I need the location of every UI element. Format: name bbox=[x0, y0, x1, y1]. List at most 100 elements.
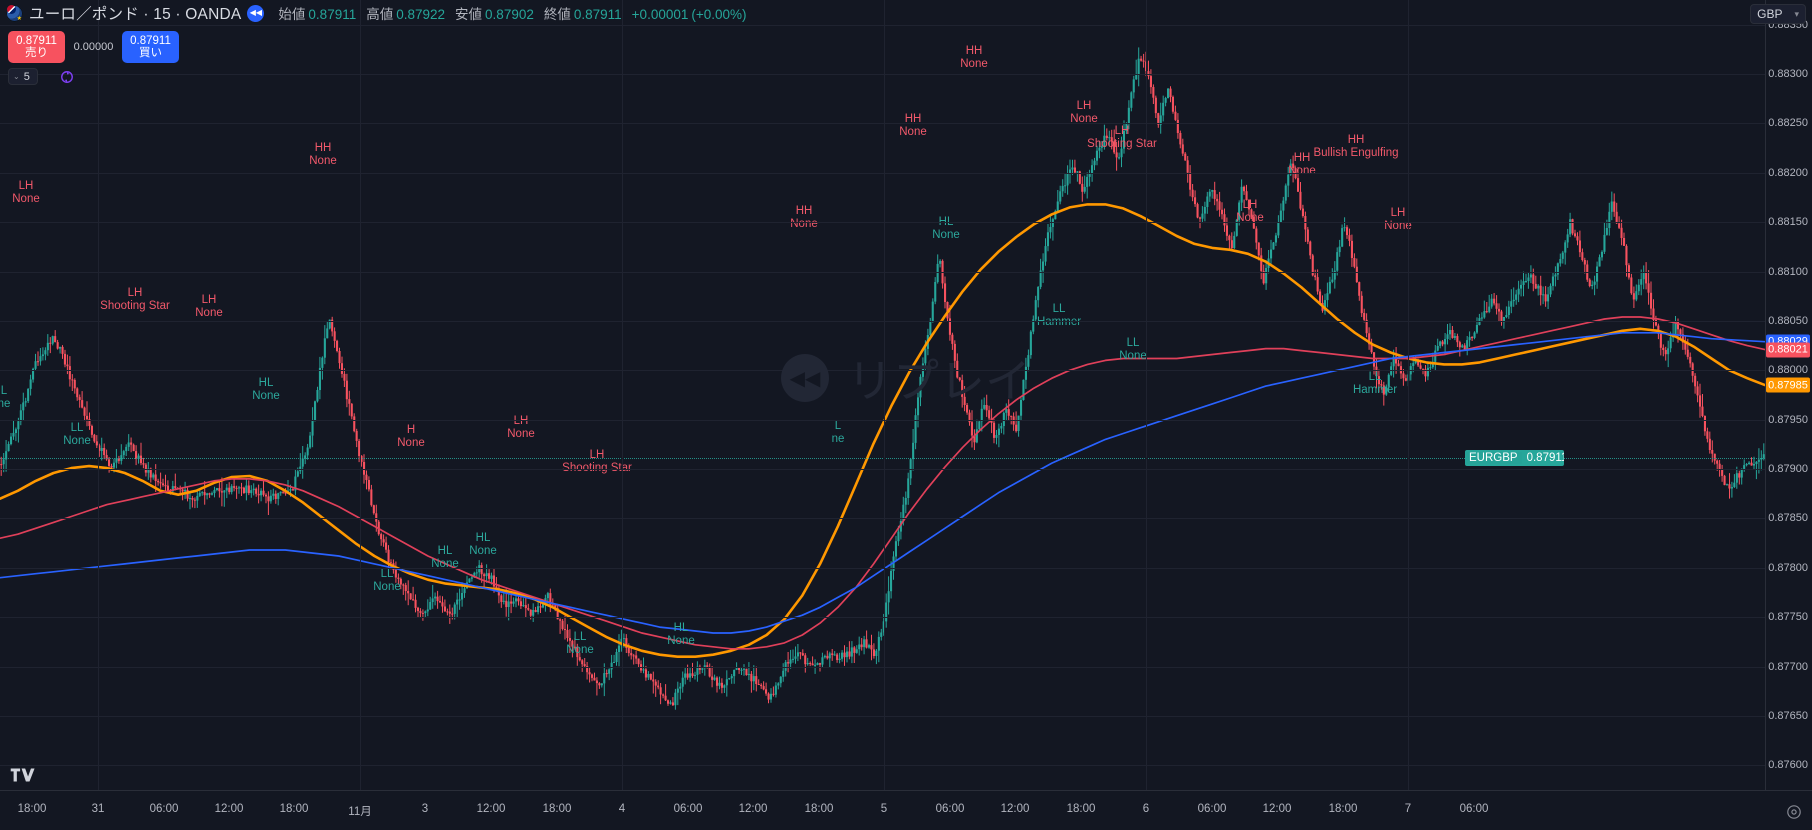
price-tick: 0.88000 bbox=[1768, 364, 1808, 377]
grid-line-horizontal bbox=[0, 320, 1765, 322]
ohlc-low-value: 0.87902 bbox=[485, 7, 534, 22]
price-tick: 0.87950 bbox=[1768, 413, 1808, 426]
time-tick: 4 bbox=[618, 803, 626, 815]
moving-average-lines bbox=[0, 203, 1765, 659]
price-tick: 0.88100 bbox=[1768, 265, 1808, 278]
spread-value: 0.00000 bbox=[73, 41, 114, 53]
price-tick: 0.88200 bbox=[1768, 166, 1808, 179]
time-tick: 06:00 bbox=[1197, 803, 1227, 815]
grid-line-horizontal bbox=[0, 271, 1765, 273]
current-price-value: 0.87911 bbox=[1526, 452, 1564, 465]
ohlc-open-label: 始値 bbox=[278, 7, 306, 22]
replay-rewind-icon[interactable]: ◀◀ bbox=[247, 4, 265, 22]
settings-gear-icon[interactable] bbox=[1786, 804, 1802, 820]
time-tick: 18:00 bbox=[1066, 803, 1096, 815]
time-tick: 18:00 bbox=[17, 803, 47, 815]
grid-line-vertical bbox=[622, 0, 623, 790]
grid-line-horizontal bbox=[0, 617, 1765, 619]
grid-line-horizontal bbox=[0, 715, 1765, 717]
time-tick: 12:00 bbox=[1000, 803, 1030, 815]
ohlc-high-label: 高値 bbox=[366, 7, 394, 22]
price-tick: 0.88250 bbox=[1768, 117, 1808, 130]
grid-line-horizontal bbox=[0, 666, 1765, 668]
time-tick: 06:00 bbox=[1459, 803, 1489, 815]
grid-line-horizontal bbox=[0, 74, 1765, 76]
currency-select[interactable]: GBP ▾ bbox=[1750, 4, 1806, 24]
time-tick: 18:00 bbox=[279, 803, 309, 815]
time-tick: 11月 bbox=[348, 806, 372, 818]
time-tick: 6 bbox=[1142, 803, 1150, 815]
time-tick: 06:00 bbox=[935, 803, 965, 815]
grid-line-horizontal bbox=[0, 419, 1765, 421]
price-tick: 0.87850 bbox=[1768, 512, 1808, 525]
price-tick: 0.87600 bbox=[1768, 759, 1808, 772]
tradingview-logo-icon[interactable] bbox=[10, 766, 36, 784]
chevron-down-icon: ▾ bbox=[1794, 8, 1799, 19]
buy-price: 0.87911 bbox=[130, 34, 171, 47]
buy-button[interactable]: 0.87911 買い bbox=[122, 31, 179, 63]
grid-line-vertical bbox=[884, 0, 885, 790]
sell-price: 0.87911 bbox=[16, 34, 57, 47]
ema-red-badge: 0.88021 bbox=[1766, 342, 1810, 358]
grid-line-horizontal bbox=[0, 518, 1765, 520]
price-tick: 0.87750 bbox=[1768, 611, 1808, 624]
price-change: +0.00001 bbox=[631, 7, 689, 22]
time-tick: 7 bbox=[1404, 803, 1412, 815]
time-tick: 5 bbox=[880, 803, 888, 815]
sell-button[interactable]: 0.87911 売り bbox=[8, 31, 65, 63]
ohlc-close-value: 0.87911 bbox=[573, 7, 622, 22]
time-tick: 12:00 bbox=[738, 803, 768, 815]
grid-line-vertical bbox=[1146, 0, 1147, 790]
grid-line-vertical bbox=[360, 0, 361, 790]
ema-orange-badge: 0.87985 bbox=[1766, 377, 1810, 393]
ohlc-low-label: 安値 bbox=[455, 7, 483, 22]
ohlc-close-label: 終値 bbox=[543, 7, 571, 22]
time-tick: 12:00 bbox=[1262, 803, 1292, 815]
price-tick: 0.87650 bbox=[1768, 709, 1808, 722]
ohlc-open-value: 0.87911 bbox=[308, 7, 357, 22]
price-tick: 0.88050 bbox=[1768, 314, 1808, 327]
sync-refresh-icon[interactable] bbox=[60, 70, 74, 84]
ohlc-high-value: 0.87922 bbox=[396, 7, 446, 22]
time-axis[interactable]: 18:00 31 06:00 12:00 18:00 11月 3 12:00 18:00 4 06:… bbox=[0, 790, 1812, 830]
price-axis[interactable]: 0.87600 0.87650 0.87700 0.87750 0.87800 0.878… bbox=[1765, 0, 1812, 790]
grid-line-horizontal bbox=[0, 765, 1765, 767]
time-tick: 12:00 bbox=[214, 803, 244, 815]
time-tick: 18:00 bbox=[804, 803, 834, 815]
time-tick: 06:00 bbox=[673, 803, 703, 815]
currency-select-value: GBP bbox=[1757, 7, 1783, 21]
symbol-title[interactable]: ユーロ／ポンド · 15 · OANDA bbox=[29, 6, 242, 23]
chevron-down-icon: ⌄ bbox=[13, 72, 20, 81]
lot-row: ⌄ 5 bbox=[8, 68, 74, 85]
current-price-badge: EURGBP 0.87911 bbox=[1465, 450, 1564, 467]
lot-size-select[interactable]: ⌄ 5 bbox=[8, 68, 38, 85]
grid-line-horizontal bbox=[0, 222, 1765, 224]
price-tick: 0.88300 bbox=[1768, 68, 1808, 81]
time-tick: 12:00 bbox=[476, 803, 506, 815]
grid-line-vertical bbox=[1408, 0, 1409, 790]
time-tick: 31 bbox=[91, 803, 105, 815]
grid-line-horizontal bbox=[0, 172, 1765, 174]
grid-line-horizontal bbox=[0, 469, 1765, 471]
sell-label: 売り bbox=[25, 47, 48, 59]
grid-line-horizontal bbox=[0, 370, 1765, 372]
ohlc-values: 始値 0.87911 高値 0.87922 安値 0.87902 終値 0.87… bbox=[278, 3, 746, 23]
price-tick: 0.88150 bbox=[1768, 216, 1808, 229]
buy-label: 買い bbox=[139, 47, 162, 59]
price-tick: 0.87700 bbox=[1768, 660, 1808, 673]
time-tick: 06:00 bbox=[149, 803, 179, 815]
current-price-symbol: EURGBP bbox=[1465, 452, 1522, 465]
current-price-line bbox=[0, 458, 1765, 460]
time-tick: 3 bbox=[421, 803, 429, 815]
grid-line-horizontal bbox=[0, 123, 1765, 125]
grid-line-vertical bbox=[98, 0, 99, 790]
time-tick: 18:00 bbox=[1328, 803, 1358, 815]
eu-gb-flag-icon bbox=[6, 4, 23, 22]
lot-size-value: 5 bbox=[23, 70, 30, 83]
grid-line-horizontal bbox=[0, 567, 1765, 569]
time-tick: 18:00 bbox=[542, 803, 572, 815]
chart-header: ユーロ／ポンド · 15 · OANDA ◀◀ 始値 0.87911 高値 0.… bbox=[0, 0, 1812, 26]
trade-panel: 0.87911 売り 0.00000 0.87911 買い bbox=[8, 31, 179, 63]
price-change-pct: (+0.00%) bbox=[691, 7, 747, 22]
